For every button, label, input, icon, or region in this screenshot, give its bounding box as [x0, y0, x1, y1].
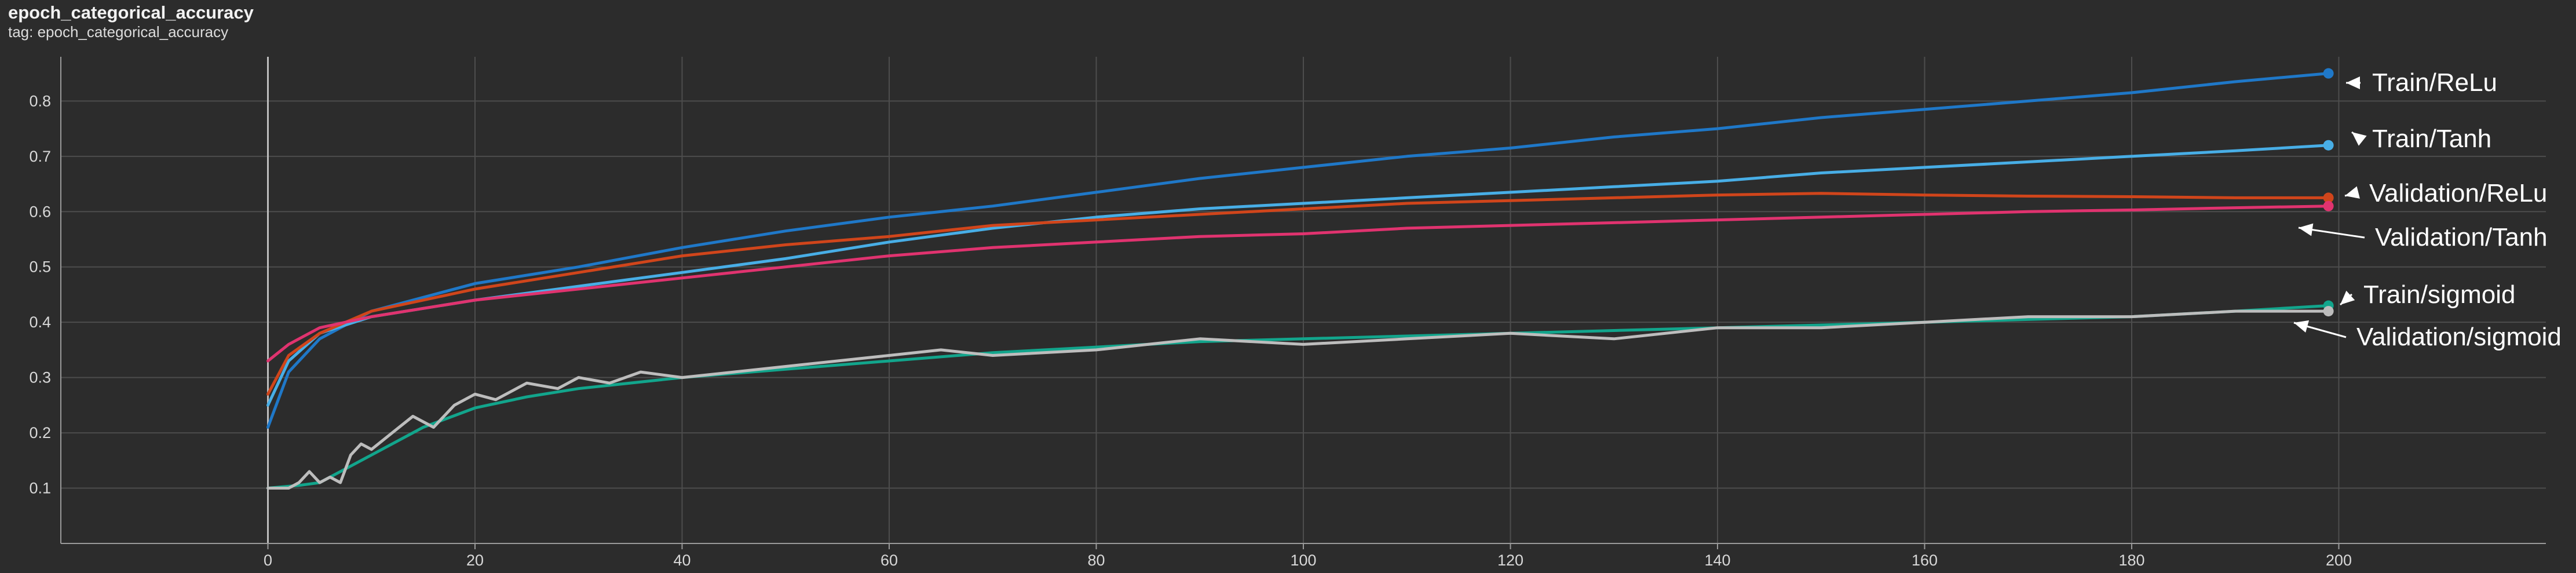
- series-label-3: Validation/Tanh: [2375, 223, 2548, 251]
- label-arrow-head-4: [2340, 290, 2355, 305]
- series-label-2: Validation/ReLu: [2369, 179, 2547, 207]
- y-tick-label: 0.2: [29, 424, 51, 441]
- label-arrow-head-0: [2346, 76, 2360, 89]
- x-tick-label: 60: [880, 552, 898, 569]
- series-end-marker-1: [2323, 140, 2334, 151]
- series-label-5: Validation/sigmoid: [2356, 323, 2562, 351]
- x-tick-labels: 0 20 40 60 80 100 120 140 160 180 200: [264, 552, 2352, 569]
- y-tick-label: 0.7: [29, 148, 51, 165]
- x-tick-label: 20: [466, 552, 484, 569]
- chart-title: epoch_categorical_accuracy: [8, 2, 254, 23]
- y-tick-labels: 0.1 0.2 0.3 0.4 0.5 0.6 0.7 0.8: [29, 92, 51, 497]
- x-tick-label: 80: [1087, 552, 1105, 569]
- axes: [60, 57, 2546, 549]
- y-tick-label: 0.1: [29, 480, 51, 497]
- label-arrow-head-3: [2299, 223, 2314, 236]
- series-line-2: [266, 192, 2330, 396]
- series-label-1: Train/Tanh: [2372, 125, 2491, 153]
- label-arrow-head-1: [2352, 132, 2367, 146]
- label-arrow-head-2: [2345, 186, 2360, 199]
- series-end-marker-3: [2323, 200, 2334, 211]
- y-tick-label: 0.3: [29, 369, 51, 386]
- x-tick-label: 100: [1290, 552, 1316, 569]
- y-tick-label: 0.4: [29, 313, 51, 331]
- x-tick-label: 0: [264, 552, 272, 569]
- series-end-marker-5: [2323, 306, 2334, 317]
- chart-subtitle: tag: epoch_categorical_accuracy: [8, 23, 229, 41]
- x-tick-label: 200: [2326, 552, 2352, 569]
- series-label-4: Train/sigmoid: [2363, 280, 2515, 309]
- series-line-4: [266, 304, 2330, 490]
- grid-lines: [61, 57, 2546, 543]
- series-lines: [266, 72, 2330, 490]
- series-line-3: [266, 205, 2330, 363]
- series-labels: Train/ReLu Train/Tanh Validation/ReLu Valid…: [2293, 68, 2562, 351]
- series-label-0: Train/ReLu: [2372, 68, 2497, 97]
- y-tick-label: 0.6: [29, 203, 51, 220]
- label-arrow-head-5: [2294, 320, 2310, 333]
- end-markers: [2323, 68, 2334, 317]
- series-line-0: [266, 72, 2330, 429]
- series-line-1: [266, 144, 2330, 407]
- x-tick-label: 180: [2118, 552, 2144, 569]
- series-line-5: [266, 309, 2330, 490]
- series-end-marker-2: [2323, 192, 2334, 203]
- x-tick-label: 40: [673, 552, 690, 569]
- y-tick-label: 0.5: [29, 258, 51, 276]
- series-end-marker-0: [2323, 68, 2334, 79]
- x-tick-label: 160: [1912, 552, 1938, 569]
- y-tick-label: 0.8: [29, 92, 51, 110]
- x-tick-label: 140: [1704, 552, 1730, 569]
- x-tick-label: 120: [1497, 552, 1523, 569]
